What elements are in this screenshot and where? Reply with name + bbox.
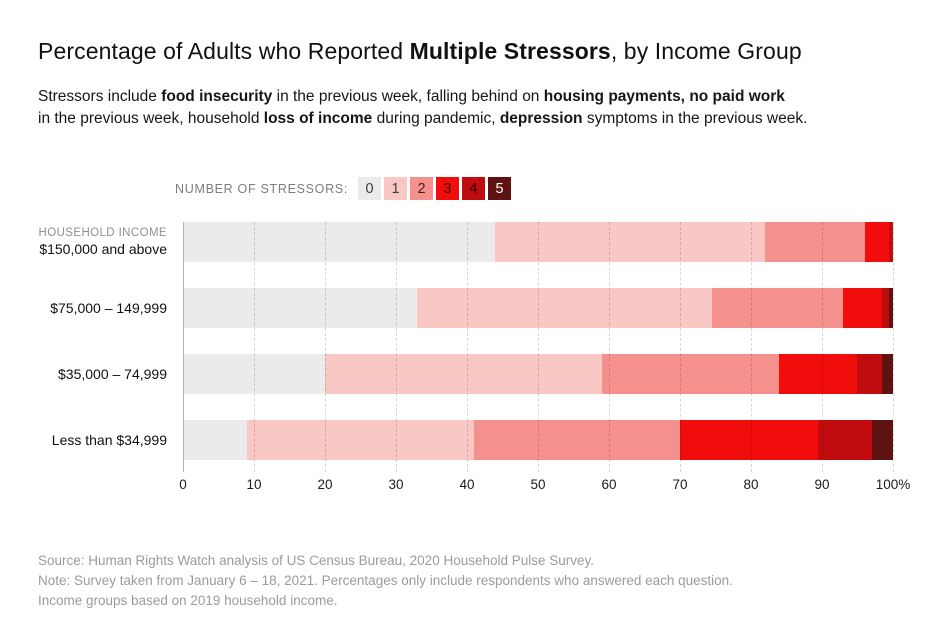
source-note: Source: Human Rights Watch analysis of U… <box>38 551 733 611</box>
axis-tick-label: 60 <box>601 477 617 492</box>
axis-tick-label: 0 <box>179 477 187 492</box>
legend-swatch-4: 4 <box>462 177 486 200</box>
bar-segment-1-stressors <box>246 420 475 460</box>
row-label-text: $35,000 – 74,999 <box>58 365 167 382</box>
axis-tick-label: 50 <box>530 477 546 492</box>
bar-row-label: HOUSEHOLD INCOME $150,000 and above <box>0 222 167 262</box>
axis-tick-label: 100% <box>875 477 911 492</box>
legend-swatch-3: 3 <box>436 177 460 200</box>
bar-segment-3-stressors <box>679 420 819 460</box>
bold-text: no paid work <box>689 88 785 105</box>
row-label-text: $75,000 – 149,999 <box>50 299 167 316</box>
bold-text: Multiple Stressors <box>409 38 611 64</box>
bar-segment-3-stressors <box>779 354 858 394</box>
axis-tick-label: 30 <box>388 477 404 492</box>
bold-text: food insecurity <box>161 88 273 105</box>
text: , by Income Group <box>610 38 802 64</box>
bar-segment-3-stressors <box>864 222 890 262</box>
source-note-line: Income groups based on 2019 household in… <box>38 593 338 608</box>
bar-row-label: $35,000 – 74,999 <box>0 354 167 394</box>
stacked-bar <box>183 420 893 460</box>
legend-swatch-0: 0 <box>358 177 382 200</box>
bar-segment-0-stressors <box>183 288 418 328</box>
text: Percentage of Adults who Reported <box>38 38 410 64</box>
source-note-line: Source: Human Rights Watch analysis of U… <box>38 553 595 568</box>
bold-text: loss of income <box>263 110 373 127</box>
axis-tick-label: 10 <box>246 477 262 492</box>
bar-row: HOUSEHOLD INCOME $150,000 and above <box>0 222 946 262</box>
bar-row: $35,000 – 74,999 <box>0 354 946 394</box>
bar-segment-1-stressors <box>325 354 602 394</box>
bar-segment-4-stressors <box>818 420 872 460</box>
axis-tick-label: 90 <box>814 477 830 492</box>
bold-text: depression <box>499 110 583 127</box>
axis-tick-label: 20 <box>317 477 333 492</box>
row-label-kicker: HOUSEHOLD INCOME <box>38 227 167 239</box>
row-label-text: Less than $34,999 <box>51 431 167 448</box>
legend-swatch-2: 2 <box>410 177 434 200</box>
bar-segment-4-stressors <box>857 354 883 394</box>
axis-tick-label: 40 <box>459 477 475 492</box>
bar-segment-4-stressors <box>882 288 890 328</box>
subtitle-line: Stressors include food insecurity in the… <box>38 86 807 108</box>
bar-row-label: $75,000 – 149,999 <box>0 288 167 328</box>
bar-row: $75,000 – 149,999 <box>0 288 946 328</box>
bar-segment-1-stressors <box>495 222 766 262</box>
stacked-bar <box>183 354 893 394</box>
bar-segment-0-stressors <box>183 222 496 262</box>
legend-swatch-1: 1 <box>384 177 408 200</box>
bold-text: housing payments, <box>543 88 685 105</box>
bar-segment-2-stressors <box>601 354 780 394</box>
bar-segment-5-stressors <box>889 288 893 328</box>
bar-segment-5-stressors <box>882 354 893 394</box>
text: in the previous week, household <box>38 110 264 127</box>
page-title: Percentage of Adults who Reported Multip… <box>38 38 802 65</box>
text: in the previous week, falling behind on <box>272 88 544 105</box>
text: Stressors include <box>38 88 162 105</box>
text: symptoms in the previous week. <box>582 110 808 127</box>
stacked-bar <box>183 288 893 328</box>
bar-row: Less than $34,999 <box>0 420 946 460</box>
bar-segment-2-stressors <box>711 288 844 328</box>
text: during pandemic, <box>372 110 500 127</box>
bar-segment-1-stressors <box>417 288 712 328</box>
axis-tick-label: 70 <box>672 477 688 492</box>
stacked-bar-chart: HOUSEHOLD INCOME $150,000 and above $75,00… <box>0 222 946 512</box>
subtitle-line: in the previous week, household loss of … <box>38 108 807 130</box>
legend-title: NUMBER OF STRESSORS: <box>175 181 349 196</box>
bar-segment-2-stressors <box>765 222 865 262</box>
chart-subtitle: Stressors include food insecurity in the… <box>38 86 807 130</box>
stacked-bar <box>183 222 893 262</box>
bar-segment-2-stressors <box>474 420 680 460</box>
row-label-text: $150,000 and above <box>39 241 167 257</box>
bar-segment-4-stressors <box>889 222 893 262</box>
bar-segment-0-stressors <box>183 420 247 460</box>
axis-tick-label: 80 <box>743 477 759 492</box>
bar-segment-5-stressors <box>871 420 893 460</box>
bar-row-label: Less than $34,999 <box>0 420 167 460</box>
legend-swatch-5: 5 <box>488 177 512 200</box>
bar-segment-0-stressors <box>183 354 325 394</box>
source-note-line: Note: Survey taken from January 6 – 18, … <box>38 573 733 588</box>
bar-segment-3-stressors <box>843 288 883 328</box>
